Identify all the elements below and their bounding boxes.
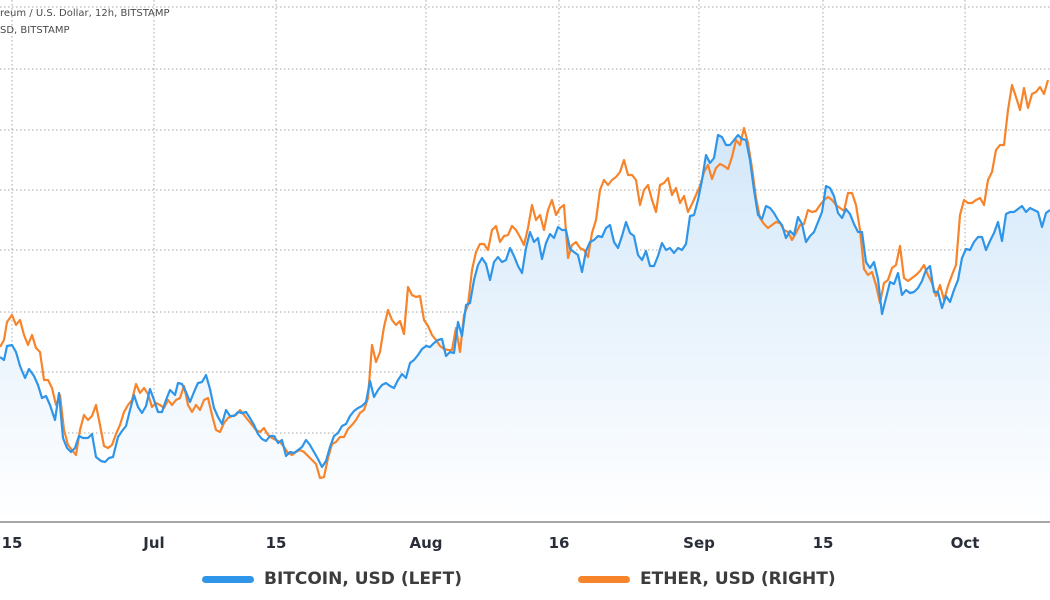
series-title-bitcoin: SD, BITSTAMP <box>0 25 70 36</box>
series-title-ether: reum / U.S. Dollar, 12h, BITSTAMP <box>0 8 170 19</box>
x-tick-label: Jul <box>143 534 165 552</box>
x-tick-label: 15 <box>1 534 23 552</box>
bitcoin-line[interactable] <box>0 133 1050 469</box>
bitcoin-area-fill <box>0 135 1050 522</box>
x-tick-label: Sep <box>683 534 715 552</box>
legend-label-bitcoin: BITCOIN, USD (LEFT) <box>264 569 463 589</box>
legend-item-bitcoin[interactable]: BITCOIN, USD (LEFT) <box>202 569 462 589</box>
x-tick-label: Aug <box>409 534 443 552</box>
ether-swatch-icon <box>578 575 630 583</box>
x-tick-label: 15 <box>812 534 834 552</box>
legend-label-ether: ETHER, USD (RIGHT) <box>640 569 836 589</box>
x-tick-label: 16 <box>548 534 570 552</box>
bitcoin-swatch-icon <box>202 575 254 583</box>
legend-item-ether[interactable]: ETHER, USD (RIGHT) <box>578 569 836 589</box>
x-tick-label: 15 <box>265 534 287 552</box>
ether-line[interactable] <box>0 79 1050 480</box>
x-tick-label: Oct <box>950 534 980 552</box>
